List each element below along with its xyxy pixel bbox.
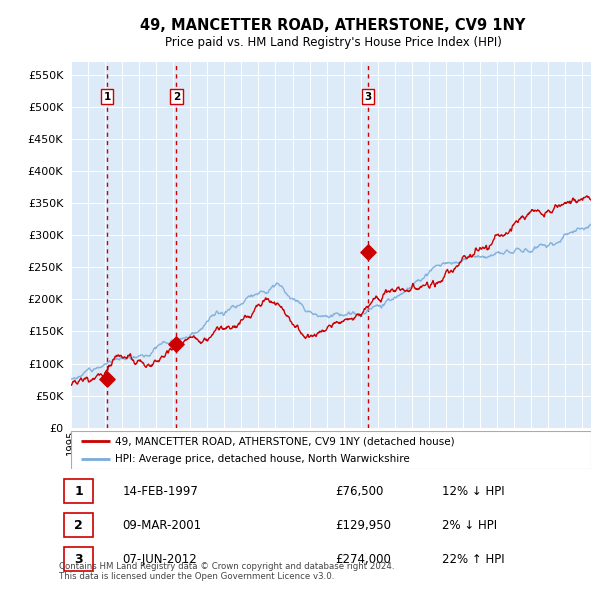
Text: 49, MANCETTER ROAD, ATHERSTONE, CV9 1NY (detached house): 49, MANCETTER ROAD, ATHERSTONE, CV9 1NY … — [115, 437, 455, 447]
Text: 09-MAR-2001: 09-MAR-2001 — [122, 519, 202, 532]
Text: £129,950: £129,950 — [335, 519, 392, 532]
FancyBboxPatch shape — [64, 513, 94, 537]
Text: 3: 3 — [365, 91, 372, 101]
Text: 22% ↑ HPI: 22% ↑ HPI — [442, 553, 505, 566]
Text: Contains HM Land Registry data © Crown copyright and database right 2024.
This d: Contains HM Land Registry data © Crown c… — [59, 562, 394, 581]
Text: Price paid vs. HM Land Registry's House Price Index (HPI): Price paid vs. HM Land Registry's House … — [164, 36, 502, 49]
Text: 1: 1 — [74, 484, 83, 497]
FancyBboxPatch shape — [64, 480, 94, 503]
Text: 1: 1 — [103, 91, 110, 101]
FancyBboxPatch shape — [64, 548, 94, 571]
Text: 07-JUN-2012: 07-JUN-2012 — [122, 553, 197, 566]
Text: 2% ↓ HPI: 2% ↓ HPI — [442, 519, 497, 532]
Text: 2: 2 — [173, 91, 180, 101]
Point — [172, 340, 181, 349]
Text: 2: 2 — [74, 519, 83, 532]
Text: HPI: Average price, detached house, North Warwickshire: HPI: Average price, detached house, Nort… — [115, 454, 410, 464]
Point — [102, 374, 112, 384]
Text: 12% ↓ HPI: 12% ↓ HPI — [442, 484, 505, 497]
Text: 14-FEB-1997: 14-FEB-1997 — [122, 484, 199, 497]
Text: 49, MANCETTER ROAD, ATHERSTONE, CV9 1NY: 49, MANCETTER ROAD, ATHERSTONE, CV9 1NY — [140, 18, 526, 33]
Text: 3: 3 — [74, 553, 83, 566]
FancyBboxPatch shape — [71, 431, 591, 469]
Point — [364, 247, 373, 257]
Text: £274,000: £274,000 — [335, 553, 391, 566]
Text: £76,500: £76,500 — [335, 484, 384, 497]
